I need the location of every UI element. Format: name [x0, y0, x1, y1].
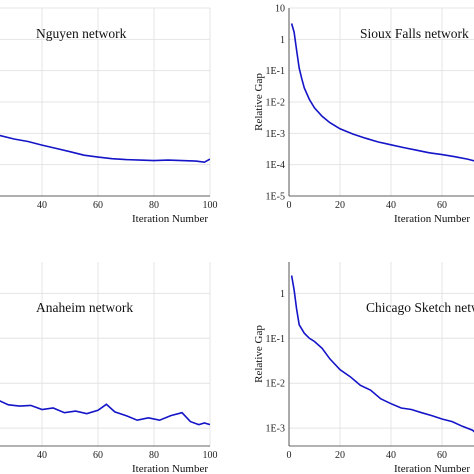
series-line: [290, 275, 474, 433]
chart-title: Anaheim network: [36, 300, 133, 315]
x-tick-label: 60: [93, 200, 103, 211]
x-tick-label: 60: [93, 450, 103, 461]
x-tick-label: 40: [386, 450, 396, 461]
x-tick-label: 40: [37, 450, 47, 461]
x-tick-label: 40: [386, 200, 396, 211]
y-tick-label: 1E-3: [266, 424, 285, 435]
x-tick-label: 80: [149, 200, 159, 211]
chart-title: Sioux Falls network: [360, 26, 469, 41]
x-axis-label: Iteration Number: [132, 213, 208, 225]
x-tick-label: 0: [287, 200, 292, 211]
chart-panel-4: 0 20 40 60 1 1E-1 1E-2 1E-3 Chicago Sketch netwo…: [253, 262, 474, 474]
x-tick-label: 0: [287, 450, 292, 461]
y-tick-label: 1E-2: [266, 98, 285, 109]
y-tick-label: 1: [280, 35, 285, 46]
y-axis-label: Relative Gap: [253, 73, 265, 131]
y-tick-label: 1E-2: [266, 379, 285, 390]
y-tick-label: 1E-1: [266, 334, 285, 345]
y-axis-label: Relative Gap: [253, 325, 265, 383]
chart-title: Nguyen network: [36, 26, 127, 41]
series-line: [0, 134, 210, 164]
x-axis-label: Iteration Number: [394, 463, 470, 474]
y-tick-label: 1E-4: [266, 160, 285, 171]
x-tick-label: 20: [335, 200, 345, 211]
y-tick-label: 1E-1: [266, 66, 285, 77]
x-tick-label: 100: [203, 200, 218, 211]
x-axis-label: Iteration Number: [132, 463, 208, 474]
x-tick-label: 20: [335, 450, 345, 461]
y-tick-label: 1: [280, 289, 285, 300]
x-tick-label: 100: [203, 450, 218, 461]
series-line: [290, 23, 474, 162]
x-tick-label: 60: [437, 200, 447, 211]
x-axis-label: Iteration Number: [394, 213, 470, 225]
y-tick-label: 1E-5: [266, 192, 285, 203]
chart-title: Chicago Sketch network: [366, 300, 474, 315]
x-tick-label: 80: [149, 450, 159, 461]
series-line: [0, 400, 210, 426]
x-tick-label: 40: [37, 200, 47, 211]
x-tick-label: 60: [437, 450, 447, 461]
chart-panel-2: 0 20 40 60 10 1 1E-1 1E-2 1E-3 1E-4 1E-5 Sioux Fall…: [253, 4, 474, 225]
y-tick-label: 1E-3: [266, 129, 285, 140]
y-tick-label: 10: [275, 4, 285, 15]
